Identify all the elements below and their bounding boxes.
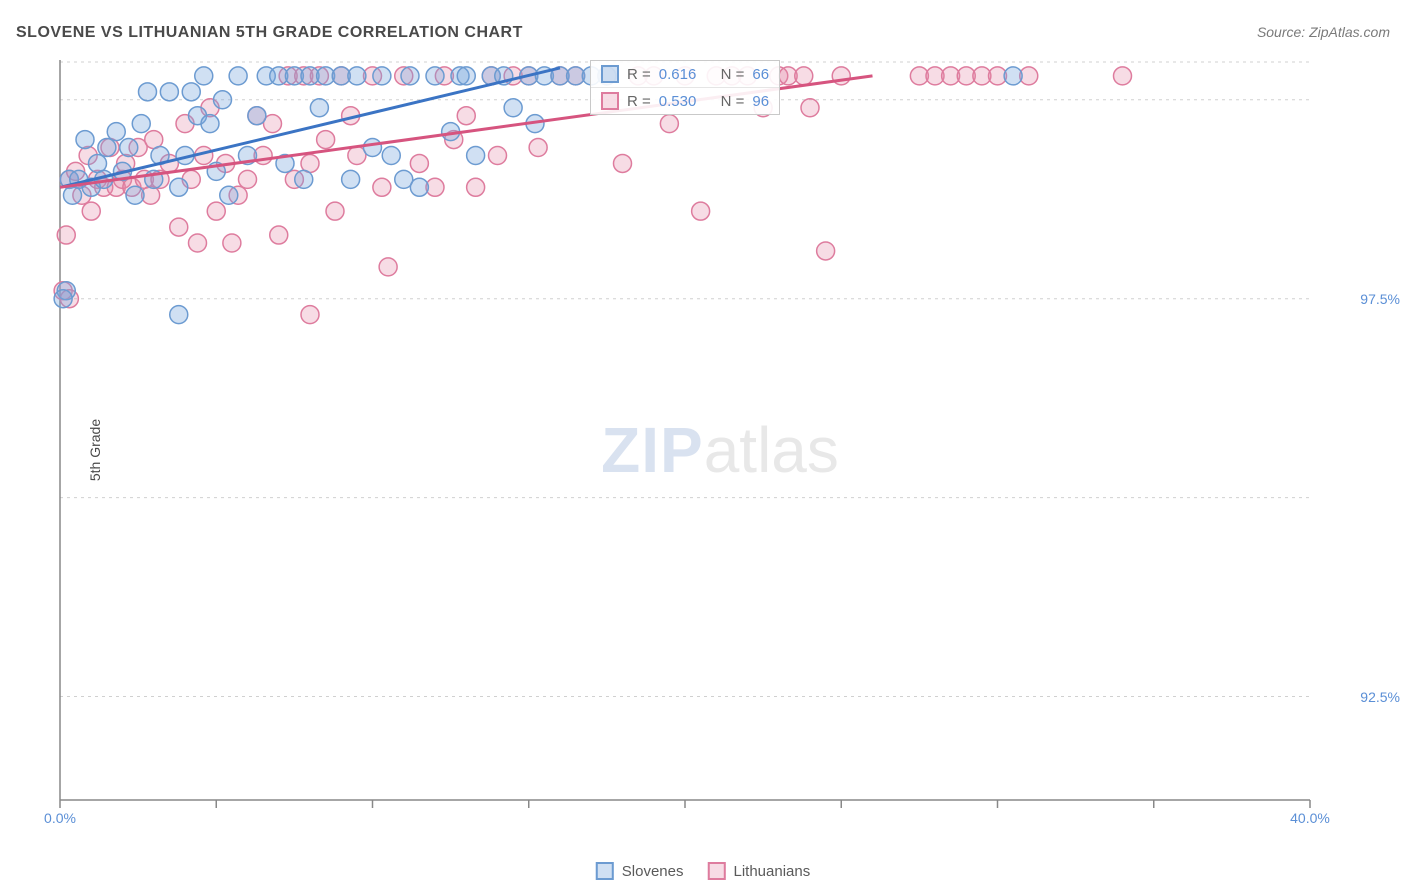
chart-container: 5th Grade ZIPatlas R =0.616 N =66R =0.53… [50, 60, 1390, 840]
legend-swatch [707, 862, 725, 880]
legend-stat-row: R =0.616 N =66 [591, 61, 779, 88]
x-tick-label: 40.0% [1290, 810, 1330, 826]
legend-stat-row: R =0.530 N =96 [591, 88, 779, 114]
chart-title: SLOVENE VS LITHUANIAN 5TH GRADE CORRELAT… [16, 24, 523, 42]
y-tick-label: 97.5% [1360, 291, 1400, 307]
correlation-legend: R =0.616 N =66R =0.530 N =96 [590, 60, 780, 115]
legend-item: Lithuanians [707, 862, 810, 880]
y-tick-label: 92.5% [1360, 689, 1400, 705]
scatter-chart [50, 60, 1310, 820]
source-label: Source: ZipAtlas.com [1257, 24, 1390, 40]
legend-label: Lithuanians [733, 863, 810, 880]
series-legend: Slovenes Lithuanians [596, 862, 810, 880]
legend-swatch [596, 862, 614, 880]
x-tick-label: 0.0% [44, 810, 76, 826]
legend-swatch [601, 92, 619, 110]
legend-label: Slovenes [622, 863, 684, 880]
legend-swatch [601, 65, 619, 83]
legend-item: Slovenes [596, 862, 684, 880]
